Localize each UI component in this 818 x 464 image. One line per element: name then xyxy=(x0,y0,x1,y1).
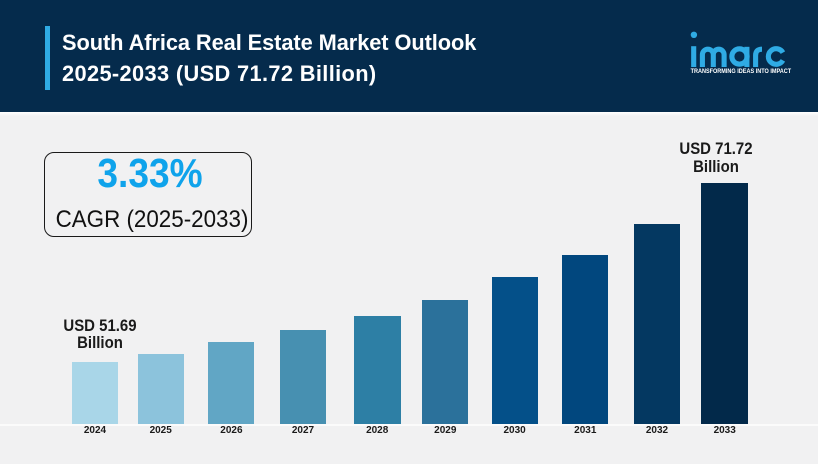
svg-text:TRANSFORMING IDEAS INTO IMPACT: TRANSFORMING IDEAS INTO IMPACT xyxy=(691,68,792,75)
